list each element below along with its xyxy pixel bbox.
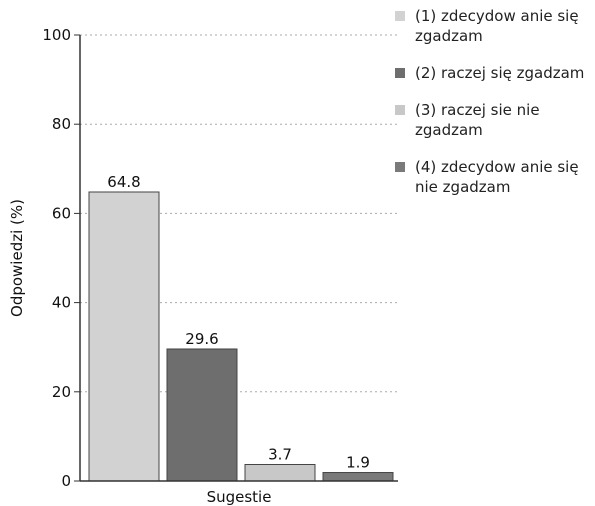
data-labels: 64.8 29.6 3.7 1.9 — [107, 173, 370, 472]
data-label-1: 64.8 — [107, 173, 140, 191]
x-axis-title: Sugestie — [207, 488, 272, 506]
data-label-3: 3.7 — [268, 445, 292, 463]
y-tick-label: 100 — [42, 26, 71, 44]
legend-label: (2) raczej się zgadzam — [415, 64, 585, 82]
legend-swatch — [395, 68, 405, 78]
legend-label: (1) zdecydow anie się zgadzam — [415, 7, 579, 45]
bars — [88, 191, 394, 482]
data-label-4: 1.9 — [346, 454, 370, 472]
legend-item-2: (2) raczej się zgadzam — [395, 63, 595, 83]
legend-label: (4) zdecydow anie się nie zgadzam — [415, 158, 579, 196]
bar-2 — [166, 348, 238, 482]
y-tick-label: 40 — [52, 294, 71, 312]
legend-swatch — [395, 105, 405, 115]
data-label-2: 29.6 — [185, 330, 218, 348]
legend-item-3: (3) raczej sie nie zgadzam — [395, 100, 595, 140]
y-axis-title: Odpowiedzi (%) — [8, 199, 26, 317]
legend: (1) zdecydow anie się zgadzam (2) raczej … — [395, 6, 595, 214]
bar-3 — [244, 463, 316, 482]
y-tick-label: 0 — [61, 472, 71, 490]
legend-item-1: (1) zdecydow anie się zgadzam — [395, 6, 595, 46]
y-tick-label: 60 — [52, 204, 71, 222]
bar-4 — [322, 472, 394, 482]
gridlines — [80, 34, 398, 393]
legend-swatch — [395, 11, 405, 21]
y-tick-label: 20 — [52, 383, 71, 401]
y-axis-ticks: 0 20 40 60 80 100 — [42, 26, 80, 490]
bar-1 — [88, 191, 160, 482]
legend-item-4: (4) zdecydow anie się nie zgadzam — [395, 157, 595, 197]
legend-swatch — [395, 162, 405, 172]
y-tick-label: 80 — [52, 115, 71, 133]
legend-label: (3) raczej sie nie zgadzam — [415, 101, 540, 139]
